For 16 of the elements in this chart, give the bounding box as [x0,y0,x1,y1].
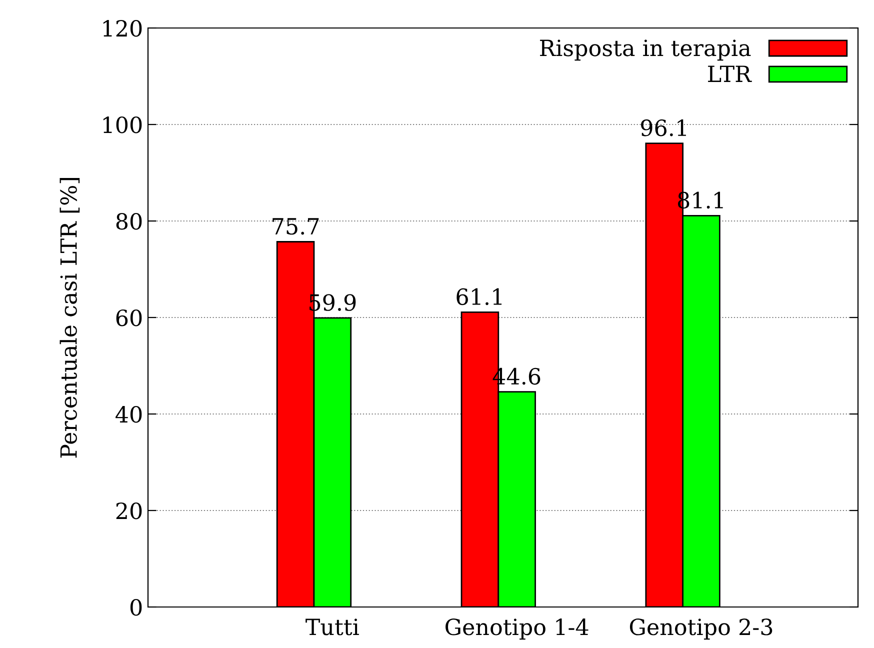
y-tick-label: 80 [116,212,142,230]
data-label: 75.7 [272,218,319,235]
y-tick-label: 0 [130,598,142,616]
data-label: 96.1 [641,119,686,136]
y-tick-label: 60 [116,309,142,326]
data-label: 61.1 [456,288,502,306]
y-tick-label: 20 [116,502,142,520]
legend-label: LTR [708,66,752,82]
y-tick-label: 120 [103,20,142,37]
x-tick-label: Tutti [306,618,359,636]
x-tick-label: Genotipo 1-4 [446,618,588,640]
y-axis-title: Percentuale casi LTR [%] [60,178,80,458]
legend-label: Risposta in terapia [540,40,751,61]
x-tick-label: Genotipo 2-3 [630,618,772,640]
y-tick-label: 100 [103,116,142,134]
y-tick-label: 40 [116,406,142,423]
